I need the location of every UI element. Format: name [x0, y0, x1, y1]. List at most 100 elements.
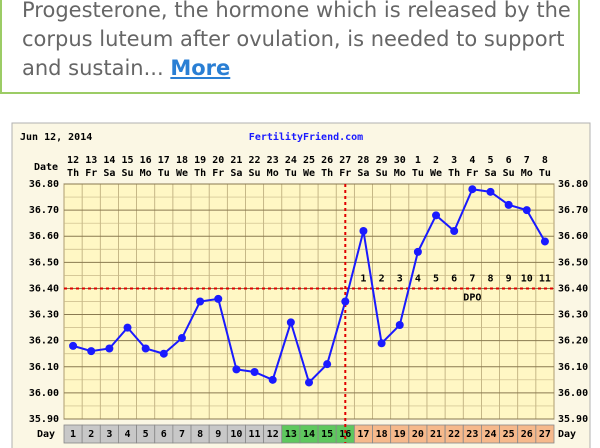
temp-point [450, 227, 459, 235]
temp-point [123, 323, 132, 332]
date-label: 4 [469, 155, 475, 166]
day-number: 3 [106, 429, 112, 440]
y-tick-label-right: 36.10 [558, 362, 588, 373]
weekday-label: Su [503, 168, 515, 179]
weekday-label: Fr [339, 168, 351, 179]
temp-point [504, 200, 513, 209]
weekday-label: We [176, 168, 188, 179]
dpo-number: 8 [487, 273, 493, 284]
date-label: 5 [487, 155, 493, 166]
weekday-label: Fr [85, 168, 97, 179]
temp-point [432, 211, 441, 220]
y-tick-label: 36.80 [29, 179, 59, 190]
weekday-label: Th [194, 168, 206, 179]
day-number: 11 [249, 429, 261, 440]
day-number: 14 [303, 429, 315, 440]
y-tick-label-right: 35.90 [558, 414, 588, 425]
day-number: 2 [88, 429, 94, 440]
day-number: 7 [179, 429, 185, 440]
day-number: 26 [521, 429, 533, 440]
date-label: 15 [121, 155, 133, 166]
date-label: 12 [67, 155, 79, 166]
y-tick-label-right: 36.60 [558, 231, 588, 242]
weekday-label: Mo [394, 168, 406, 179]
temp-point [232, 365, 241, 374]
day-number: 20 [412, 429, 424, 440]
article-text: corpus luteum after ovulation, is needed… [22, 27, 565, 51]
article-text: and sustain... More [22, 56, 230, 80]
day-number: 18 [376, 429, 388, 440]
day-number: 27 [539, 429, 551, 440]
y-tick-label: 36.40 [29, 283, 59, 294]
day-number: 6 [161, 429, 167, 440]
weekday-label: Tu [158, 168, 170, 179]
dpo-number: 3 [397, 273, 403, 284]
date-label: 22 [249, 155, 261, 166]
temp-point [214, 294, 223, 303]
more-link[interactable]: More [170, 56, 231, 80]
date-label: 18 [176, 155, 188, 166]
day-number: 17 [357, 429, 369, 440]
temp-point [268, 375, 277, 384]
dpo-number: 6 [451, 273, 457, 284]
article-text: and sustain... [22, 56, 164, 80]
date-label: 21 [230, 155, 242, 166]
y-tick-label: 36.10 [29, 362, 59, 373]
date-label: 23 [267, 155, 279, 166]
y-tick-label-right: 36.30 [558, 310, 588, 321]
temp-point [540, 237, 549, 246]
temp-point [323, 360, 332, 369]
date-label: 8 [542, 155, 548, 166]
weekday-label: Tu [285, 168, 297, 179]
date-label: 3 [451, 155, 457, 166]
day-number: 24 [484, 429, 496, 440]
day-label: Day [37, 429, 55, 440]
dpo-number: 5 [433, 273, 439, 284]
dpo-number: 4 [415, 273, 421, 284]
y-tick-label-right: 36.80 [558, 179, 588, 190]
chart-title: FertilityFriend.com [249, 131, 363, 143]
y-tick-label-right: 36.50 [558, 257, 588, 268]
article-text: Progesterone, the hormone which is relea… [22, 0, 571, 22]
day-number: 19 [394, 429, 406, 440]
dpo-number: 9 [506, 273, 512, 284]
date-label: 2 [433, 155, 439, 166]
weekday-label: Th [321, 168, 333, 179]
temp-point [177, 334, 186, 343]
temp-point [522, 206, 531, 215]
date-label: 27 [339, 155, 351, 166]
weekday-label: Tu [412, 168, 424, 179]
date-label: 30 [394, 155, 406, 166]
day-number: 1 [70, 429, 76, 440]
weekday-label: Su [376, 168, 388, 179]
date-label: 6 [506, 155, 512, 166]
weekday-label: Th [448, 168, 460, 179]
temp-point [395, 321, 404, 329]
chart-date: Jun 12, 2014 [20, 132, 92, 143]
weekday-label: Sa [230, 168, 242, 179]
dpo-number: 11 [539, 273, 551, 284]
day-number: 21 [430, 429, 442, 440]
y-tick-label: 35.90 [29, 414, 59, 425]
y-tick-label-right: 36.20 [558, 336, 588, 347]
dpo-number: 2 [379, 273, 385, 284]
temp-point [341, 297, 350, 306]
x-label: Date [34, 162, 58, 173]
temp-point [250, 368, 259, 376]
date-label: 1 [415, 155, 421, 166]
weekday-label: We [303, 168, 315, 179]
day-number: 12 [267, 429, 279, 440]
y-tick-label: 36.00 [29, 388, 59, 399]
y-tick-label: 36.20 [29, 336, 59, 347]
date-label: 13 [85, 155, 97, 166]
temp-point [105, 344, 114, 353]
temp-point [468, 185, 477, 194]
date-label: 29 [376, 155, 388, 166]
temp-point [486, 187, 495, 196]
day-number: 15 [321, 429, 333, 440]
date-label: 28 [357, 155, 369, 166]
dpo-number: 1 [360, 273, 366, 284]
dpo-number: 7 [469, 273, 475, 284]
